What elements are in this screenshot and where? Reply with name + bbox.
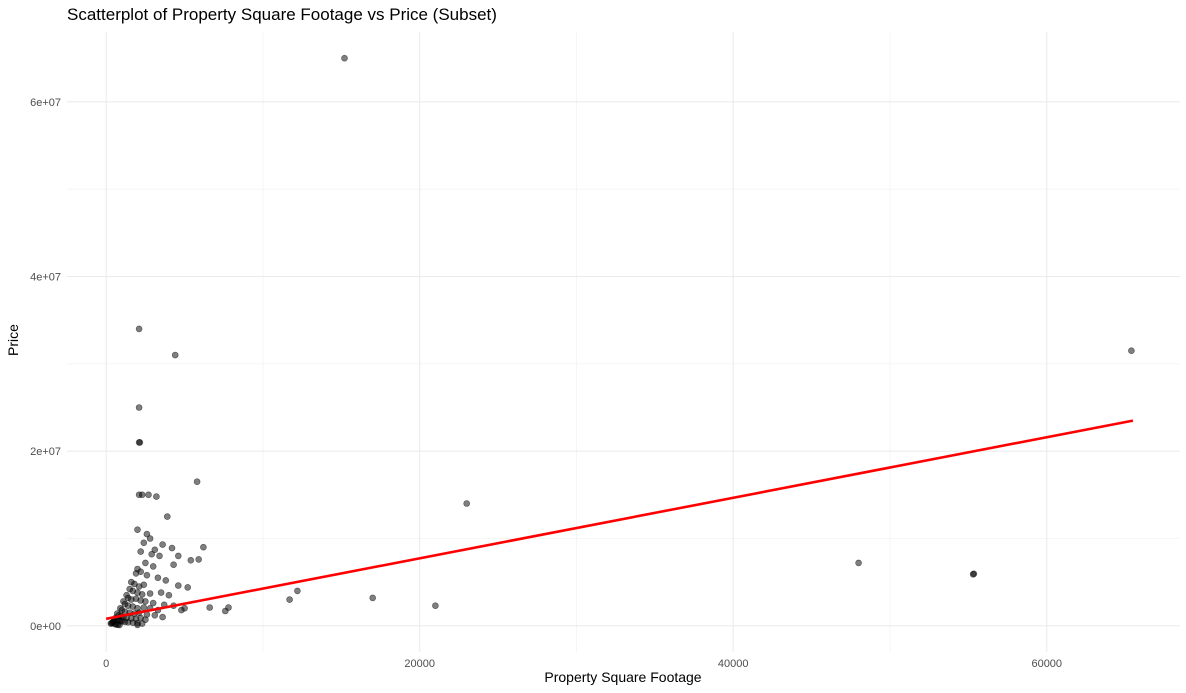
data-point	[140, 581, 148, 589]
data-point	[154, 574, 162, 582]
data-point	[165, 591, 173, 599]
data-point	[151, 611, 159, 619]
data-point	[143, 530, 151, 538]
data-point	[175, 552, 182, 560]
data-point	[193, 478, 201, 486]
data-point	[195, 556, 202, 563]
data-point	[170, 561, 177, 569]
data-point	[146, 590, 154, 597]
data-point	[134, 621, 141, 629]
data-point	[164, 513, 171, 520]
data-point	[138, 591, 146, 598]
data-point	[134, 526, 141, 534]
data-point	[138, 491, 146, 499]
data-point	[187, 556, 195, 564]
data-point	[151, 546, 159, 554]
data-point	[162, 577, 170, 584]
data-point	[294, 587, 301, 595]
data-point	[970, 570, 978, 578]
regression-line	[105, 419, 1134, 621]
data-point	[145, 491, 152, 499]
y-axis-title: Price	[5, 324, 21, 356]
data-point	[222, 607, 229, 615]
data-point	[140, 539, 148, 547]
data-point	[855, 559, 862, 567]
data-point	[171, 351, 179, 359]
data-point	[142, 598, 149, 605]
y-tick-label: 4e+07	[30, 272, 61, 284]
data-point	[135, 325, 143, 333]
data-point	[1128, 347, 1135, 355]
data-point	[116, 621, 123, 629]
trend-line-layer	[105, 419, 1134, 621]
data-point	[200, 543, 207, 551]
data-point	[149, 563, 157, 570]
y-tick-label: 6e+07	[30, 97, 61, 109]
data-point	[159, 541, 166, 548]
data-point	[142, 559, 149, 567]
tick-labels: 0 20000 40000 60000 0e+00 2e+07 4e+07 6e+07	[30, 97, 1062, 670]
data-points	[107, 54, 1135, 629]
chart-title: Scatterplot of Property Square Footage v…	[67, 5, 497, 24]
y-tick-label: 0e+00	[30, 621, 61, 633]
x-tick-label: 40000	[718, 658, 749, 670]
x-axis-title: Property Square Footage	[544, 669, 701, 685]
x-tick-label: 0	[103, 658, 109, 670]
data-point	[168, 544, 176, 552]
data-point	[140, 604, 148, 611]
data-point	[175, 582, 182, 589]
data-point	[153, 493, 160, 500]
data-point	[463, 500, 471, 507]
data-point	[146, 535, 154, 542]
data-point	[157, 589, 165, 596]
data-point	[148, 550, 155, 558]
data-point	[341, 54, 348, 62]
data-point	[136, 439, 144, 446]
data-point	[159, 613, 166, 621]
data-point	[135, 404, 143, 411]
y-tick-label: 2e+07	[30, 446, 61, 458]
data-point	[181, 604, 188, 612]
grid-lines	[67, 32, 1180, 652]
data-point	[149, 599, 157, 607]
data-point	[156, 552, 163, 560]
data-point	[184, 584, 191, 591]
data-point	[286, 596, 293, 603]
data-point	[206, 604, 213, 611]
data-point	[369, 594, 377, 602]
data-point	[432, 602, 439, 610]
data-point	[143, 571, 151, 579]
data-point	[137, 568, 144, 576]
data-point	[137, 548, 144, 555]
x-tick-label: 60000	[1031, 658, 1062, 670]
x-tick-label: 20000	[404, 658, 435, 670]
